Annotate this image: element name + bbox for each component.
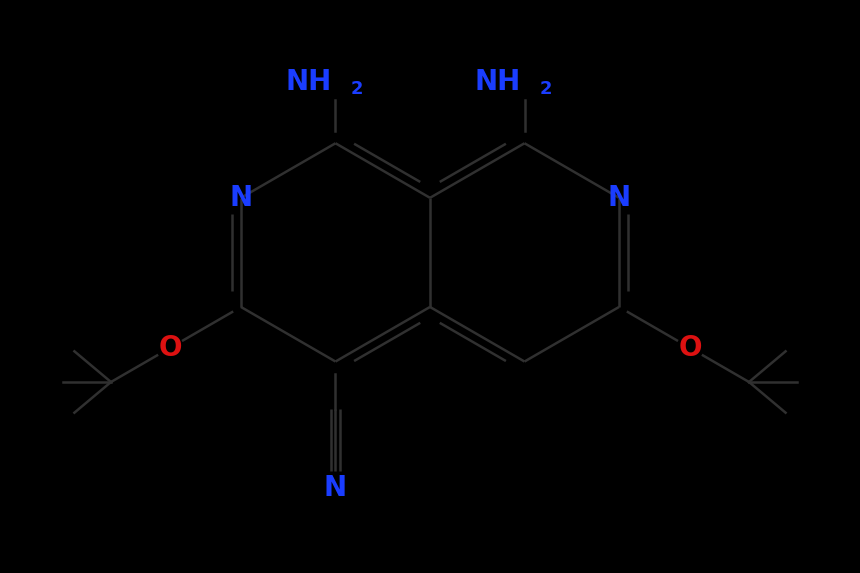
Text: 2: 2 [540,80,553,97]
Text: NH: NH [286,68,332,96]
Text: N: N [230,184,253,212]
Text: NH: NH [475,68,521,96]
Text: N: N [324,474,347,502]
Text: O: O [158,334,181,362]
Text: O: O [679,334,702,362]
Text: N: N [607,184,630,212]
Text: 2: 2 [351,80,364,97]
